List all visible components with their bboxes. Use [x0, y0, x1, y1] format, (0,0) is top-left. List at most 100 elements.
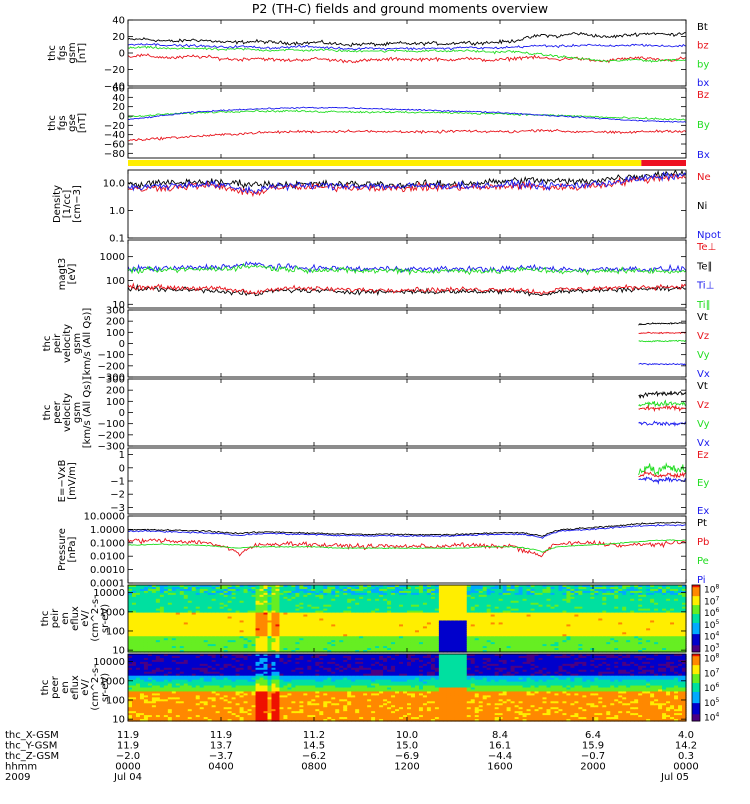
y-tick-label: −80	[104, 149, 125, 160]
y-tick-label: 10.0000	[84, 512, 125, 523]
legend-entry: Ne	[697, 172, 711, 183]
legend-entry: Ez	[697, 450, 709, 461]
panel-frame	[128, 240, 686, 308]
y-tick-label: 200	[106, 386, 125, 397]
panel-frame	[128, 379, 686, 446]
series-line-Pb	[128, 539, 686, 557]
series-line-Vz	[639, 332, 686, 334]
y-axis-label-line: [eV]	[67, 264, 78, 285]
y-axis-label-line: [nT]	[77, 43, 88, 63]
legend-entry: Te∥	[696, 261, 713, 272]
series-line-Npot	[128, 173, 686, 194]
series-line-Bt	[128, 33, 686, 47]
series-line-Ez	[639, 471, 686, 477]
legend-entry: Ti∥	[696, 300, 711, 311]
y-axis-label-line: [km/s (All Qs)]	[82, 308, 93, 380]
y-axis-label-line: [nT]	[77, 113, 88, 133]
panel-frame	[128, 448, 686, 514]
series-line-Ex	[639, 477, 686, 483]
y-tick-label: 100	[106, 328, 125, 339]
panel-frame	[128, 516, 686, 583]
legend-entry: Ey	[697, 478, 709, 489]
y-tick-label: −200	[98, 361, 125, 372]
y-tick-label: −100	[98, 350, 125, 361]
y-tick-label: −2	[110, 490, 125, 501]
legend-entry: Pi	[697, 575, 706, 586]
series-line-Pe	[128, 540, 686, 553]
series-line-Vt	[639, 391, 686, 398]
y-tick-label: 0	[119, 49, 125, 60]
spectrogram-peir_en_eflux	[128, 585, 687, 653]
legend-entry: Te⊥	[696, 242, 716, 253]
series-group	[128, 522, 686, 557]
legend-fgs_gse: Bz By Bx	[697, 90, 710, 161]
panel-frame	[128, 20, 686, 86]
legend-entry: Pb	[697, 537, 709, 548]
y-tick-label: 100	[106, 397, 125, 408]
y-tick-label: −200	[98, 430, 125, 441]
y-axis-label-line: [cm−3]	[72, 185, 83, 223]
y-tick-label: −20	[104, 65, 125, 76]
series-group	[128, 107, 686, 141]
y-tick-label: 200	[106, 317, 125, 328]
legend-entry: Bt	[697, 22, 708, 33]
y-axis-label-line: [km/s (All Qs)]	[82, 377, 93, 449]
legend-temperature: Te⊥ Te∥ Ti⊥ Ti∥	[696, 242, 716, 311]
legend-entry: Npot	[697, 230, 721, 241]
legend-entry: Bx	[697, 150, 710, 161]
legend-fgs_gsm: Bt bz by bx	[697, 22, 709, 89]
y-axis-label-line: [mV/m]	[67, 462, 78, 500]
y-tick-label: 300	[106, 375, 125, 386]
series-line-Vy	[639, 401, 686, 407]
legend-entry: Ex	[697, 506, 709, 517]
y-tick-label: 1.0000	[90, 525, 125, 536]
y-tick-label: 40	[112, 16, 125, 27]
series-line-Bz	[128, 129, 686, 140]
legend-entry: Ti⊥	[696, 281, 714, 292]
legend-entry: by	[697, 59, 709, 70]
y-tick-label: 0	[119, 339, 125, 350]
legend-entry: bx	[697, 78, 709, 89]
series-line-Bx	[128, 107, 686, 122]
legend-entry: Vx	[697, 438, 710, 449]
figure-title: P2 (TH-C) fields and ground moments over…	[252, 1, 548, 16]
legend-entry: Vx	[697, 369, 710, 380]
series-line-Vx	[639, 421, 686, 425]
legend-entry: Pt	[697, 518, 707, 529]
y-axis-label-line: [nPa]	[67, 536, 78, 562]
legend-entry: Bz	[697, 90, 709, 101]
series-group	[128, 33, 686, 63]
y-tick-label: 20	[112, 32, 125, 43]
y-tick-label: 300	[106, 306, 125, 317]
y-tick-label: −100	[98, 419, 125, 430]
y-tick-label: 0	[119, 463, 125, 474]
y-tick-label: 1.0	[109, 206, 125, 217]
legend-efield: Ez Ey Ex	[697, 450, 709, 517]
legend-entry: bz	[697, 41, 709, 52]
y-tick-label: 0	[119, 408, 125, 419]
legend-entry: By	[697, 120, 710, 131]
panel-pressure: PtPbPePi10.00001.00000.10000.01000.00100…	[57, 512, 709, 590]
legend-entry: Vt	[697, 312, 708, 323]
legend-entry: Vy	[697, 419, 710, 430]
legend-entry: Vz	[697, 331, 709, 342]
series-line-Vt	[639, 323, 686, 326]
series-group	[128, 262, 686, 296]
series-line-Vz	[639, 405, 686, 410]
legend-entry: Vz	[697, 400, 709, 411]
series-group	[639, 391, 686, 425]
series-group	[128, 170, 686, 195]
panel-frame	[128, 88, 686, 158]
series-line-Vx	[639, 363, 686, 365]
